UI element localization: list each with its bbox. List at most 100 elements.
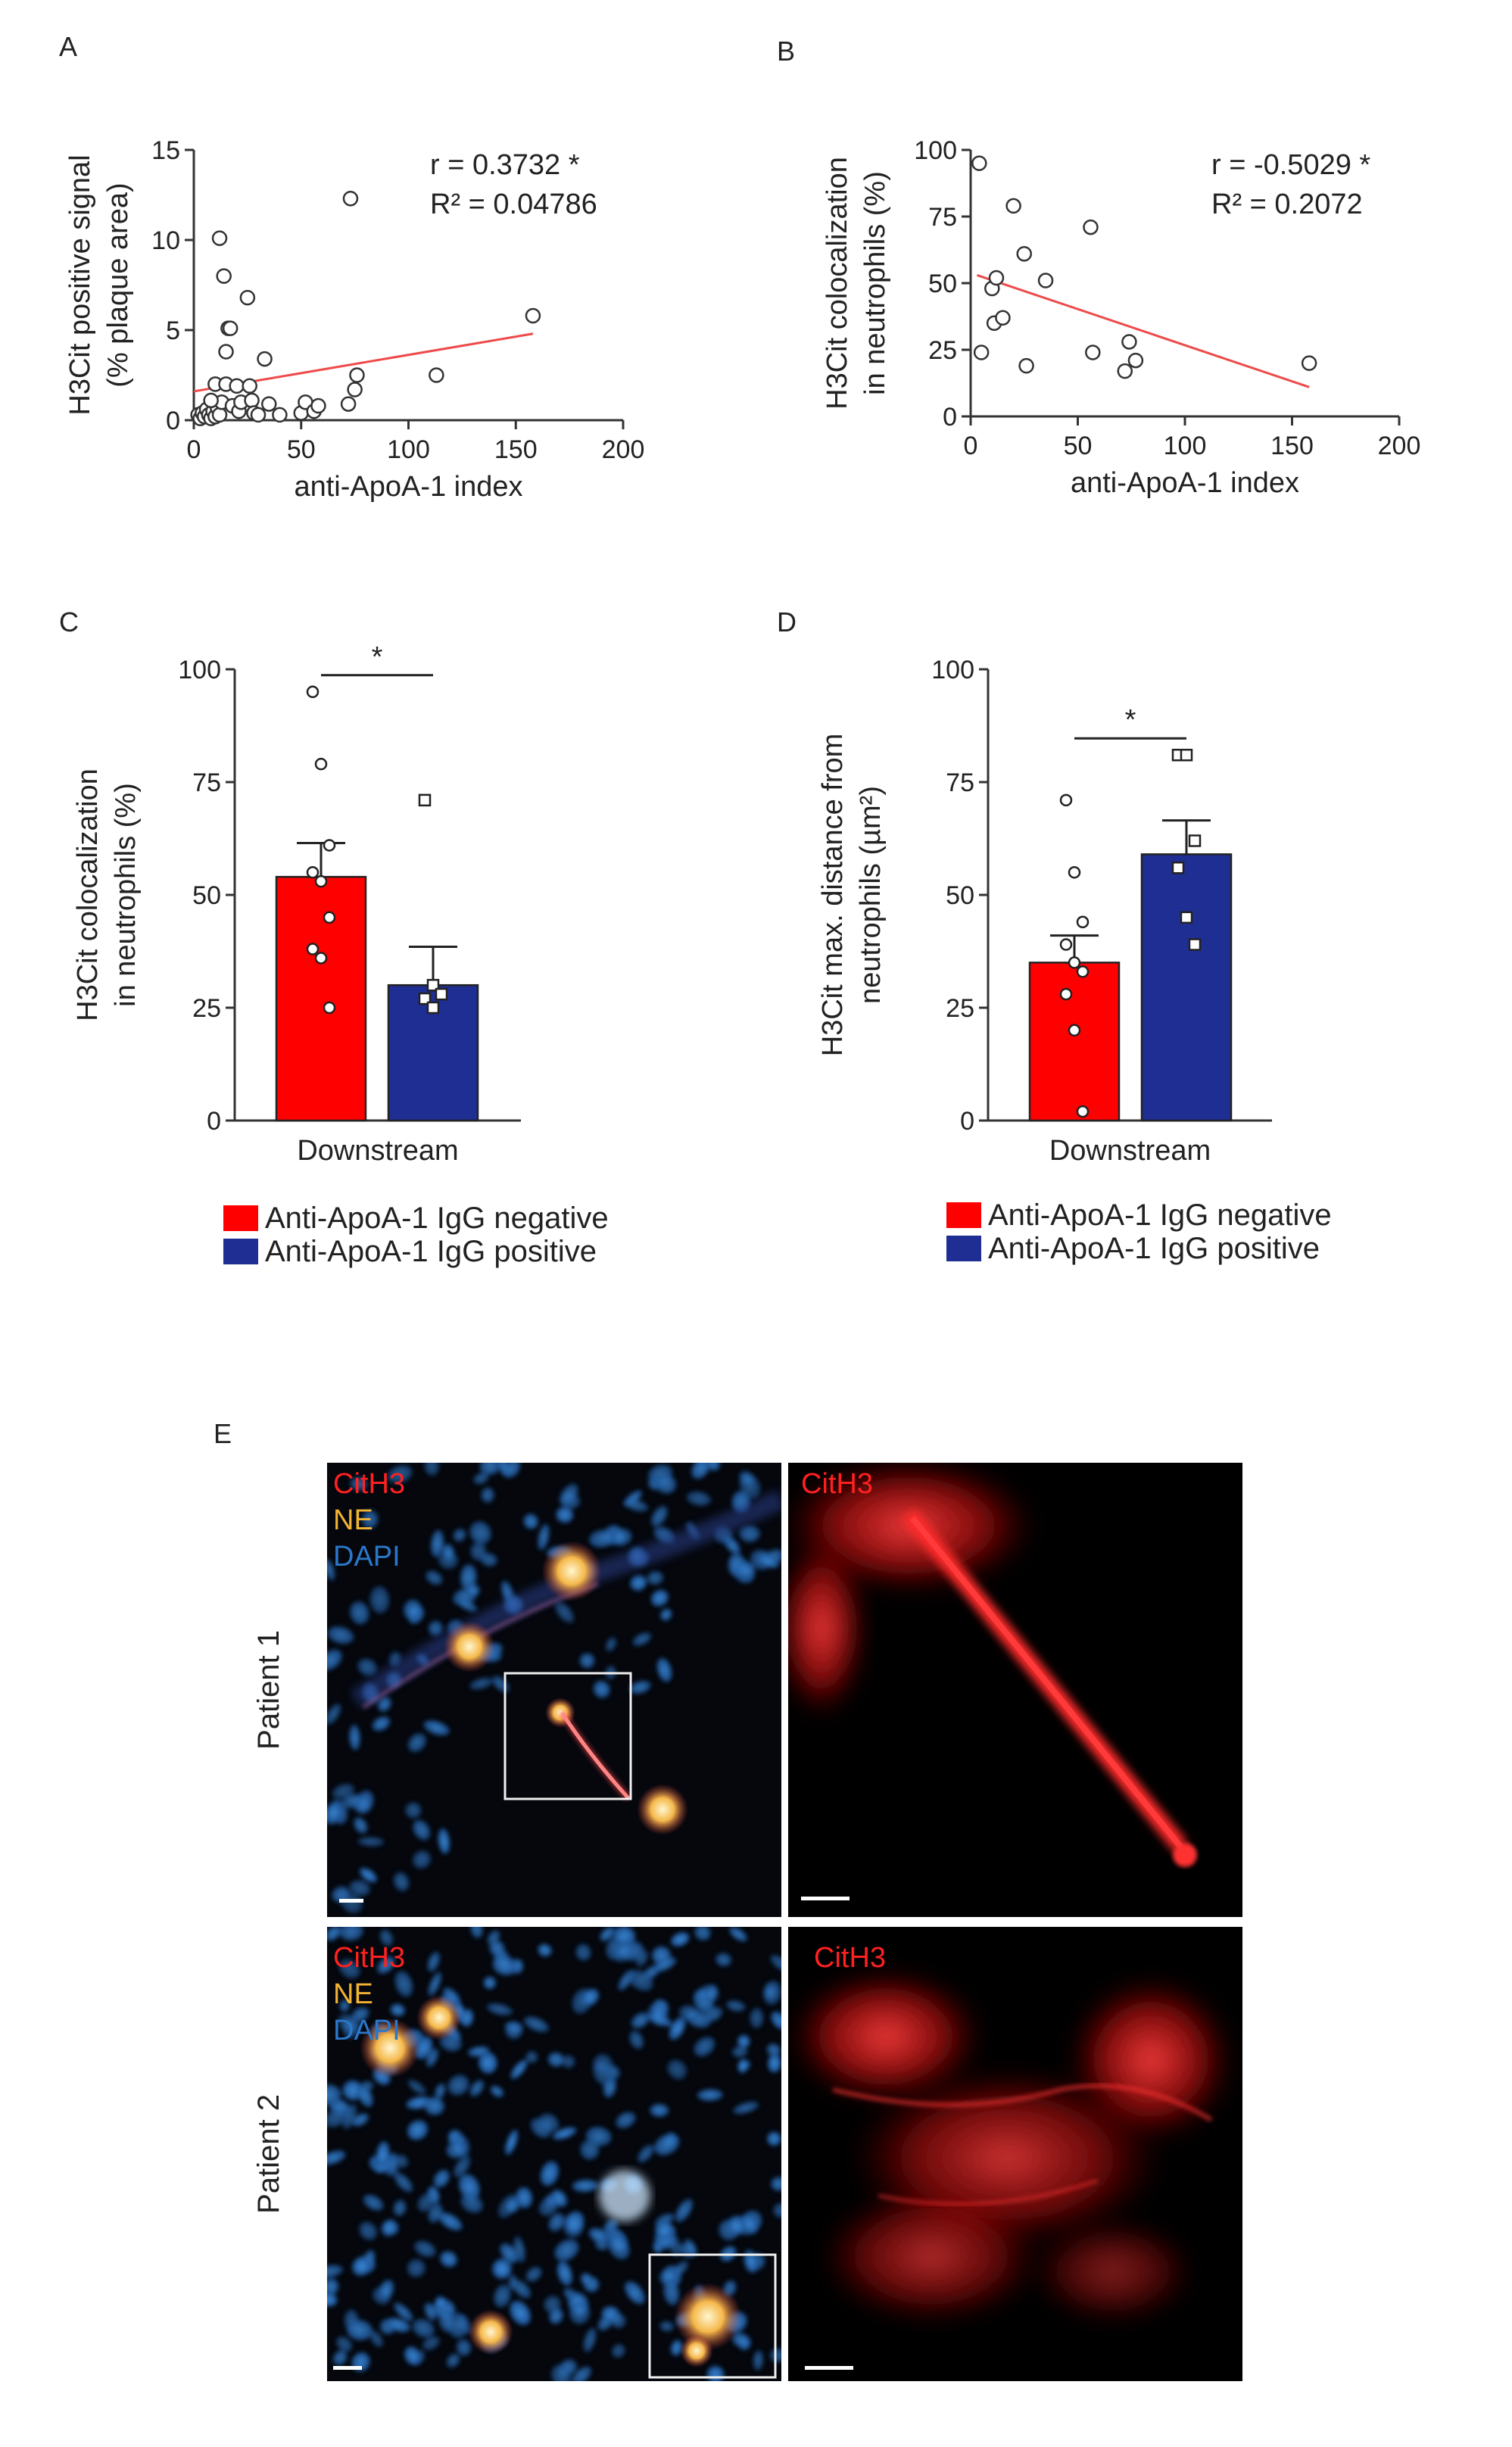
nucleus bbox=[423, 1720, 450, 1736]
nucleus bbox=[407, 2120, 429, 2140]
nucleus bbox=[697, 2089, 723, 2102]
nucleus bbox=[610, 2313, 626, 2329]
stat-r2: R² = 0.2072 bbox=[1211, 189, 1363, 220]
nucleus bbox=[346, 2320, 373, 2341]
panel-letter-c: C bbox=[59, 606, 79, 637]
nucleus bbox=[438, 2310, 455, 2333]
nucleus bbox=[338, 1927, 363, 1941]
nucleus bbox=[554, 1601, 575, 1623]
data-point bbox=[418, 793, 432, 807]
nucleus bbox=[386, 2318, 410, 2333]
nucleus bbox=[525, 2266, 542, 2282]
data-point bbox=[260, 396, 277, 412]
x-tick-label: 150 bbox=[1270, 432, 1314, 460]
nucleus bbox=[510, 2300, 531, 2326]
nucleus bbox=[413, 1819, 431, 1841]
data-point bbox=[988, 270, 1005, 286]
nucleus bbox=[505, 2021, 523, 2040]
nucleus bbox=[503, 1463, 521, 1479]
y-axis-label: H3Cit colocalization bbox=[72, 768, 104, 1021]
data-point bbox=[1005, 198, 1021, 214]
legend-label-positive: Anti-ApoA-1 IgG positive bbox=[265, 1235, 597, 1268]
nucleus bbox=[327, 2293, 338, 2307]
data-point bbox=[218, 344, 234, 360]
nucleus bbox=[734, 1560, 756, 1579]
nucleus bbox=[460, 1564, 477, 1591]
nucleus bbox=[379, 2280, 394, 2300]
nucleus bbox=[327, 1801, 342, 1825]
y-axis-label: neutrophils (µm²) bbox=[855, 786, 887, 1004]
y-tick-label: 100 bbox=[178, 656, 221, 684]
nucleus bbox=[737, 2034, 750, 2049]
nucleus bbox=[672, 2261, 688, 2277]
y-tick-label: 0 bbox=[943, 403, 957, 432]
scale-bar bbox=[801, 1897, 850, 1900]
y-tick-label: 10 bbox=[151, 226, 180, 255]
data-point bbox=[1171, 861, 1185, 874]
data-point bbox=[426, 978, 440, 992]
nucleus bbox=[588, 2227, 609, 2243]
data-point bbox=[1121, 334, 1137, 350]
nucleus bbox=[393, 2199, 407, 2217]
nucleus bbox=[480, 1553, 497, 1566]
nucleus bbox=[523, 2016, 549, 2033]
nucleus bbox=[540, 2161, 560, 2187]
nucleus bbox=[507, 2274, 518, 2290]
x-tick-label: 100 bbox=[387, 435, 430, 464]
y-axis-label: H3Cit max. distance from bbox=[817, 734, 849, 1057]
nucleus bbox=[629, 2031, 644, 2050]
nucleus bbox=[332, 2350, 348, 2366]
data-point bbox=[203, 392, 219, 409]
legend-swatch-positive bbox=[946, 1236, 981, 1261]
data-point bbox=[418, 992, 432, 1005]
data-point bbox=[250, 407, 267, 423]
nucleus bbox=[327, 1704, 341, 1725]
data-point bbox=[1076, 1105, 1090, 1118]
nucleus bbox=[562, 2055, 575, 2068]
nucleus bbox=[469, 1521, 491, 1545]
data-point bbox=[1127, 352, 1144, 369]
channel-label-dapi: DAPI bbox=[333, 1541, 401, 1573]
nucleus bbox=[770, 1954, 781, 1972]
nucleus bbox=[394, 2154, 409, 2168]
nucleus bbox=[369, 2330, 384, 2348]
patient-label-2: Patient 2 bbox=[252, 2094, 285, 2214]
nucleus bbox=[523, 1513, 538, 1529]
nucleus bbox=[706, 2365, 725, 2381]
legend-d: Anti-ApoA-1 IgG negative Anti-ApoA-1 IgG… bbox=[946, 1199, 1332, 1265]
nucleus bbox=[376, 2141, 390, 2168]
nucleus bbox=[446, 2140, 467, 2159]
data-point bbox=[222, 320, 238, 336]
nucleus bbox=[359, 2221, 378, 2240]
data-point bbox=[272, 407, 288, 423]
nucleus bbox=[767, 2131, 781, 2146]
nucleus bbox=[483, 1976, 497, 1990]
nucleus bbox=[737, 2059, 749, 2074]
nucleus bbox=[424, 1463, 440, 1476]
nucleus bbox=[766, 2043, 781, 2057]
nucleus bbox=[490, 2085, 504, 2097]
nucleus bbox=[417, 2192, 435, 2212]
y-axis-label: in neutrophils (%) bbox=[110, 783, 142, 1007]
nucleus bbox=[731, 2332, 751, 2349]
nucleus bbox=[426, 1570, 443, 1585]
nucleus bbox=[456, 2339, 472, 2356]
data-point bbox=[211, 230, 228, 246]
nucleus bbox=[351, 2006, 369, 2022]
nucleus bbox=[554, 2239, 579, 2262]
nucleus bbox=[763, 1980, 781, 2005]
nucleus bbox=[350, 1601, 369, 1625]
data-point bbox=[242, 378, 257, 394]
scatter-chart-b: 0 25 50 75 100 0 50 100 150 200 anti-ApoA-1 index H… bbox=[821, 136, 1420, 499]
data-point bbox=[426, 1001, 440, 1015]
data-point bbox=[1188, 834, 1202, 847]
y-tick-label: 5 bbox=[166, 316, 180, 345]
nucleus bbox=[357, 1658, 378, 1676]
legend-label-positive: Anti-ApoA-1 IgG positive bbox=[988, 1232, 1320, 1265]
bar-chart-c: 0 25 50 75 100 Downstream H3Cit colocalization… bbox=[72, 641, 521, 1167]
legend-c: Anti-ApoA-1 IgG negative Anti-ApoA-1 IgG… bbox=[223, 1202, 609, 1268]
legend-label-negative: Anti-ApoA-1 IgG negative bbox=[265, 1202, 609, 1235]
x-tick-label: 100 bbox=[1164, 432, 1207, 460]
channel-label-cith3: CitH3 bbox=[333, 1942, 405, 1974]
nucleus bbox=[414, 2240, 436, 2258]
